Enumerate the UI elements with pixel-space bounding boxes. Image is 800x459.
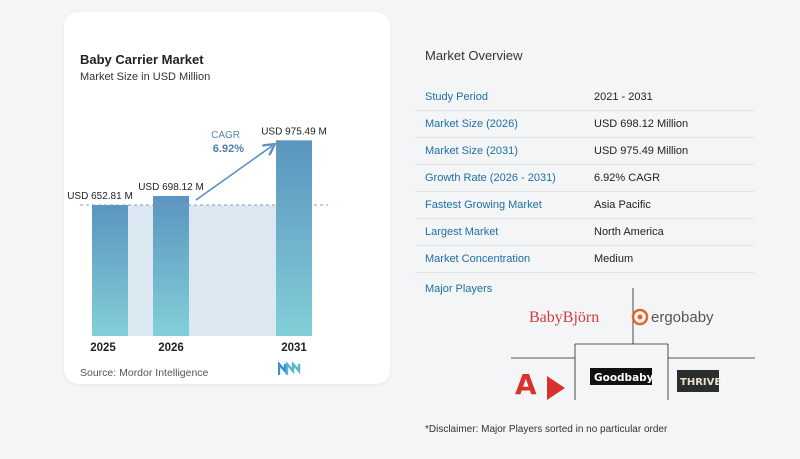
babybjorn-logo: BabyBjörn [529,309,599,326]
category-label: 2025 [90,342,116,354]
value-label: USD 975.49 M [261,126,327,137]
cagr-arrow [195,146,272,201]
goodbaby-logo: Goodbaby [590,368,654,385]
bar [276,140,312,336]
overview-row-value: 2021 - 2031 [594,91,653,103]
overview-row: Growth Rate (2026 - 2031) 6.92% CAGR [415,165,754,192]
disclaimer-text: *Disclaimer: Major Players sorted in no … [425,424,668,435]
overview-row-label: Market Concentration [425,253,531,265]
overview-row-value: Medium [594,253,634,265]
babybjorn-logo-text: BabyBjörn [529,309,599,326]
overview-row: Market Concentration Medium [415,246,754,273]
overview-row: Market Size (2026) USD 698.12 Million [415,111,754,138]
a-logo: A [515,368,565,401]
ergobaby-logo: ergobaby [631,308,714,326]
players-grid: BabyBjörn ergobaby A Goodbaby THRIVE [511,288,755,401]
thrive-logo-text: THRIVE [680,377,721,388]
bar [92,205,128,336]
cagr-label: CAGR [211,130,240,141]
overview-row-label: Market Size (2026) [425,118,518,130]
overview-row-value: USD 698.12 Million [594,118,689,130]
overview-row-label: Growth Rate (2026 - 2031) [425,172,556,184]
source-text: Source: Mordor Intelligence [80,367,209,379]
mordor-logo-icon [278,362,301,375]
thrive-logo: THRIVE [677,370,721,392]
bar-chart: USD 652.81 M USD 698.12 M USD 975.49 M 2025… [67,126,328,354]
category-label: 2026 [158,342,184,354]
overview-table: Study Period 2021 - 2031 Market Size (2026… [415,84,754,273]
ergobaby-logo-text: ergobaby [651,309,714,326]
overview-row: Study Period 2021 - 2031 [415,84,754,111]
overview-row: Fastest Growing Market Asia Pacific [415,192,754,219]
bar [153,195,189,336]
goodbaby-logo-text: Goodbaby [594,372,654,384]
overview-row-label: Fastest Growing Market [425,199,542,211]
overview-row-value: 6.92% CAGR [594,172,661,184]
overview-row-label: Market Size (2031) [425,145,518,157]
players-title: Major Players [425,283,493,295]
overview-title: Market Overview [425,48,523,63]
chart-title: Baby Carrier Market [80,52,204,67]
ergobaby-mark-icon [631,308,649,326]
overview-row-label: Largest Market [425,226,499,238]
category-label: 2031 [281,342,307,354]
cagr-value: 6.92% [213,143,244,155]
value-label: USD 652.81 M [67,191,133,202]
overview-row: Market Size (2031) USD 975.49 Million [415,138,754,165]
overview-row-label: Study Period [425,91,488,103]
a-logo-text: A [515,368,537,401]
value-label: USD 698.12 M [138,182,204,193]
overview-row: Largest Market North America [415,219,754,246]
chart-subtitle: Market Size in USD Million [80,71,211,83]
overview-row-value: USD 975.49 Million [594,145,689,157]
overview-row-value: Asia Pacific [594,199,651,211]
overview-row-value: North America [594,226,664,238]
a-logo-arrow-icon [547,376,565,400]
